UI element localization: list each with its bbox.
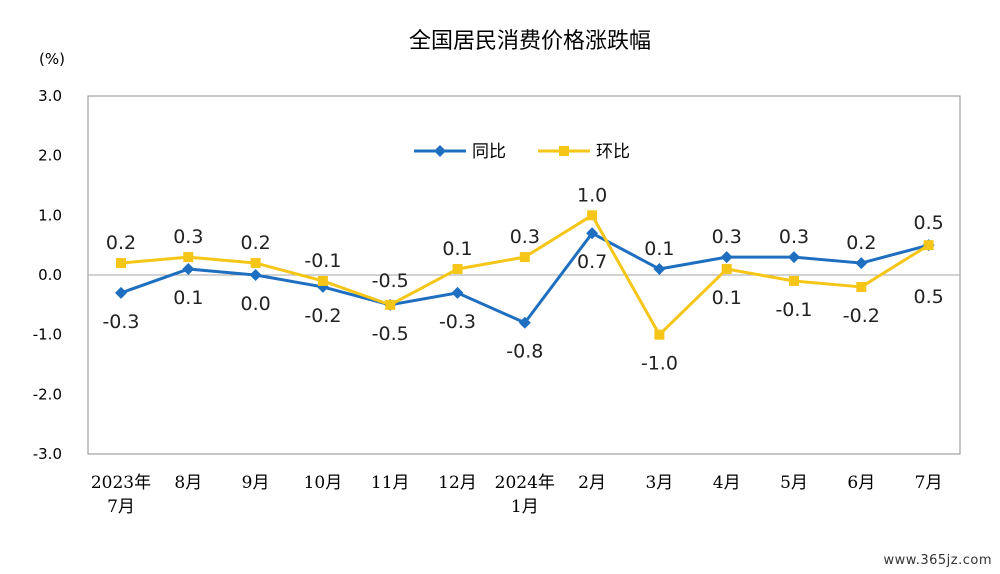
watermark: www.365jz.com — [883, 553, 992, 568]
mom-data-label: 0.3 — [173, 226, 203, 248]
mom-data-label: -0.2 — [843, 305, 880, 327]
mom-point — [587, 210, 598, 221]
y-axis-unit: (%) — [39, 50, 65, 68]
x-tick-label: 7月 — [915, 473, 943, 493]
x-tick-label: 4月 — [713, 473, 741, 493]
mom-data-label: 0.1 — [712, 287, 742, 309]
x-tick-label: 9月 — [242, 473, 270, 493]
yoy-data-label: 0.0 — [240, 293, 270, 315]
y-tick-label: -2.0 — [33, 385, 62, 403]
yoy-point — [451, 286, 464, 299]
legend-marker — [559, 146, 569, 156]
mom-point — [721, 264, 732, 275]
mom-point — [250, 258, 261, 269]
yoy-point — [182, 263, 195, 276]
mom-point — [452, 264, 463, 275]
mom-point — [183, 252, 194, 263]
yoy-data-label: -0.5 — [372, 323, 409, 345]
yoy-data-label: 0.5 — [913, 286, 943, 308]
yoy-point — [720, 251, 733, 264]
legend-label: 环比 — [596, 142, 630, 162]
mom-point — [519, 252, 530, 263]
mom-point — [385, 299, 396, 310]
yoy-point — [855, 257, 868, 270]
x-tick-label: 6月 — [847, 473, 875, 493]
mom-data-label: 0.5 — [913, 212, 943, 234]
mom-point — [317, 275, 328, 286]
yoy-point — [586, 227, 599, 240]
x-tick-label: 2023年 7月 — [91, 473, 151, 517]
mom-point — [923, 240, 934, 251]
x-tick-label: 12月 — [438, 473, 477, 493]
yoy-data-label: 0.1 — [644, 238, 674, 260]
x-tick-label: 11月 — [371, 473, 410, 493]
y-tick-label: 3.0 — [38, 87, 62, 105]
x-tick-label: 2月 — [578, 473, 606, 493]
mom-data-label: 0.2 — [106, 232, 136, 254]
x-tick-label: 2024年 1月 — [495, 473, 555, 517]
legend-marker — [434, 145, 446, 157]
y-axis: 3.0 2.0 1.0 0.0 -1.0 -2.0 -3.0 — [33, 87, 62, 463]
series-layer: -0.3 0.2 0.1 0.3 0.0 0.2 -0.2 -0.1 -0.5 -0.5 -0.3 0… — [102, 184, 943, 374]
x-tick-label: 5月 — [780, 473, 808, 493]
yoy-point — [788, 251, 800, 264]
yoy-data-label: 0.1 — [173, 287, 203, 309]
x-tick-label: 10月 — [304, 473, 343, 493]
yoy-point — [653, 263, 666, 276]
yoy-data-label: 0.3 — [779, 226, 809, 248]
mom-point — [856, 281, 867, 292]
mom-data-label: -0.1 — [775, 299, 812, 321]
y-tick-label: -1.0 — [33, 326, 62, 344]
legend: 同比 环比 — [414, 142, 630, 162]
mom-data-label: 1.0 — [577, 184, 607, 206]
y-tick-label: 2.0 — [38, 147, 62, 165]
mom-data-label: -0.5 — [372, 270, 409, 292]
mom-data-label: 0.3 — [510, 226, 540, 248]
x-tick-label: 8月 — [174, 473, 202, 493]
y-tick-label: -3.0 — [33, 445, 62, 463]
x-tick-label: 3月 — [645, 473, 673, 493]
yoy-point — [249, 269, 262, 281]
y-tick-label: 0.0 — [38, 266, 62, 284]
mom-point — [116, 258, 126, 269]
yoy-point — [518, 316, 531, 329]
mom-data-label: -1.0 — [641, 353, 678, 375]
yoy-data-label: -0.2 — [304, 305, 341, 327]
yoy-data-label: -0.3 — [439, 311, 476, 333]
yoy-data-label: -0.8 — [506, 341, 543, 363]
yoy-data-label: 0.3 — [712, 226, 742, 248]
mom-point — [789, 275, 799, 286]
chart-title: 全国居民消费价格涨跌幅 — [409, 29, 651, 54]
x-axis: 2023年 7月 8月 9月 10月 11月 12月 2024年 1月 2月 3月 4月 5月 6月 7月 — [91, 473, 943, 517]
mom-data-label: 0.2 — [240, 232, 270, 254]
legend-label: 同比 — [472, 142, 506, 162]
mom-data-label: 0.1 — [442, 238, 472, 260]
yoy-point — [115, 286, 127, 299]
mom-point — [654, 329, 665, 340]
yoy-data-label: 0.2 — [846, 232, 876, 254]
yoy-data-label: 0.7 — [577, 251, 607, 273]
mom-data-label: -0.1 — [304, 250, 341, 272]
y-tick-label: 1.0 — [38, 206, 62, 224]
yoy-data-label: -0.3 — [102, 311, 139, 333]
